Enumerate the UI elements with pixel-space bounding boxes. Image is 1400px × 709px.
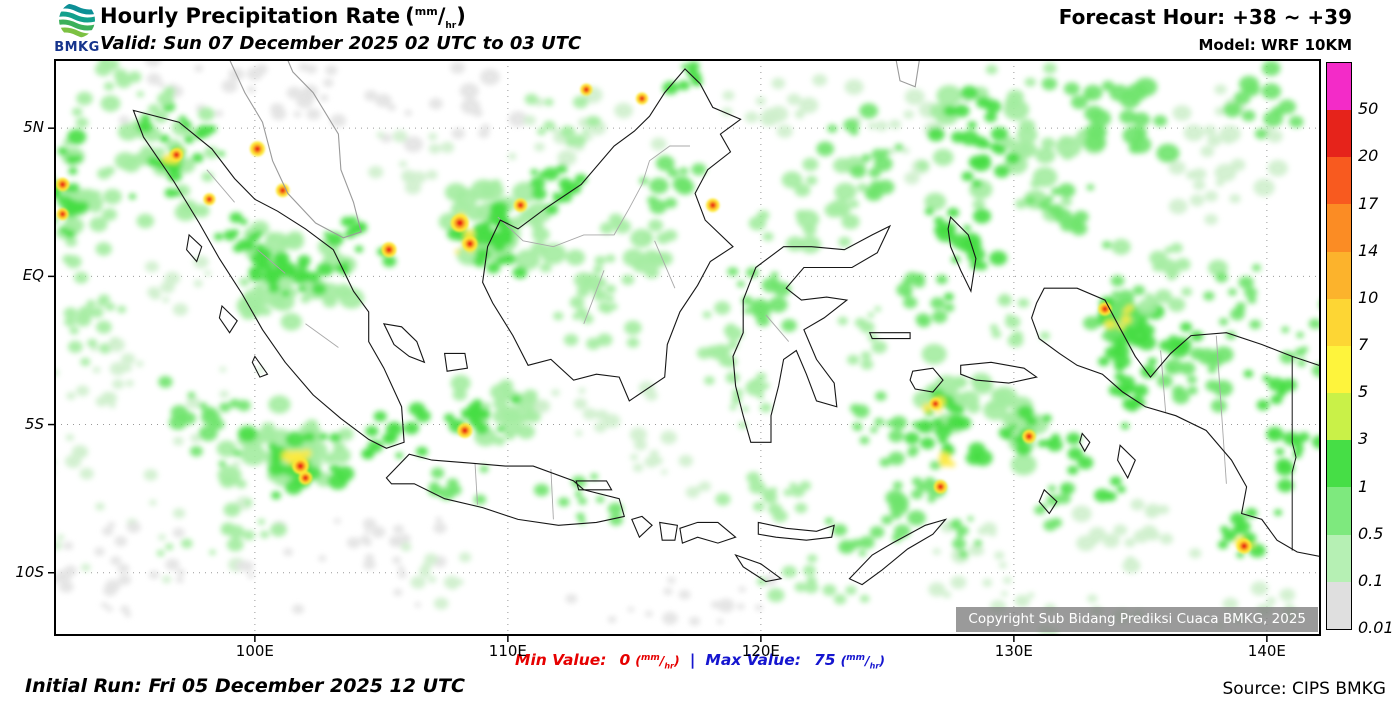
map-border [54, 59, 1321, 636]
valid-time: Valid: Sun 07 December 2025 02 UTC to 03… [100, 33, 582, 54]
colorbar-label: 0.5 [1358, 523, 1384, 543]
lon-label: 100E [235, 642, 274, 660]
colorbar-segment [1327, 204, 1351, 252]
title-unit: (mm/hr) [405, 4, 466, 32]
colorbar-segment [1327, 534, 1351, 582]
colorbar-segment [1327, 298, 1351, 346]
model-label: Model: WRF 10KM [1198, 36, 1353, 54]
map-area: Copyright Sub Bidang Prediksi Cuaca BMKG… [48, 59, 1321, 642]
colorbar-label: 10 [1358, 287, 1379, 307]
colorbar-label: 17 [1358, 193, 1379, 213]
lon-label: 140E [1247, 642, 1286, 660]
colorbar-label: 5 [1358, 382, 1369, 402]
minmax-line: Min Value: 0 (mm/hr) | Max Value: 75 (mm/hr) [0, 651, 1400, 671]
lat-label: 5S [24, 414, 44, 433]
colorbar-label: 0.1 [1358, 570, 1384, 590]
max-value: 75 [813, 651, 836, 669]
title-text: Hourly Precipitation Rate [100, 4, 401, 28]
precipitation-map [48, 59, 1321, 642]
colorbar-label: 3 [1358, 429, 1369, 449]
min-label: Min Value: [515, 651, 607, 669]
minmax-separator: | [689, 651, 696, 669]
lon-label: 130E [994, 642, 1033, 660]
colorbar-segment [1327, 440, 1351, 488]
lon-label: 110E [488, 642, 527, 660]
forecast-hour: Forecast Hour: +38 ~ +39 [1058, 5, 1352, 29]
colorbar-segment [1327, 63, 1351, 111]
initial-run: Initial Run: Fri 05 December 2025 12 UTC [25, 675, 465, 697]
min-unit: (mm/hr) [635, 652, 680, 671]
lon-label: 120E [741, 642, 780, 660]
colorbar-label: 7 [1358, 335, 1369, 354]
max-unit: (mm/hr) [840, 652, 885, 671]
lat-label: EQ [22, 266, 44, 285]
max-label: Max Value: [705, 651, 801, 669]
colorbar-label: 20 [1358, 146, 1379, 166]
colorbar-segment [1327, 251, 1351, 299]
colorbar-label: 50 [1358, 99, 1379, 119]
colorbar-segment [1327, 345, 1351, 394]
colorbar-segment [1327, 393, 1351, 441]
precip-hotspots [55, 83, 1252, 554]
colorbar-label: 1 [1358, 476, 1369, 496]
copyright-badge: Copyright Sub Bidang Prediksi Cuaca BMKG… [956, 607, 1318, 632]
bmkg-logo-icon [59, 2, 95, 38]
precipitation-layer [55, 60, 1320, 635]
axis-ticks [48, 127, 1268, 642]
coastlines [132, 60, 1320, 586]
bmkg-logo-text: BMKG [54, 40, 100, 55]
colorbar-label: 0.01 [1358, 618, 1394, 637]
lat-label: 5N [23, 118, 44, 137]
colorbar-segment [1327, 157, 1351, 205]
colorbar-label: 14 [1358, 240, 1379, 260]
bmkg-logo: BMKG [46, 1, 108, 55]
page-title: Hourly Precipitation Rate (mm/hr) [100, 4, 466, 31]
colorbar-segment [1327, 487, 1351, 535]
source-label: Source: CIPS BMKG [1222, 679, 1386, 699]
colorbar [1326, 62, 1352, 630]
admin-borders [206, 145, 1227, 520]
min-value: 0 [619, 651, 631, 669]
colorbar-segment [1327, 110, 1351, 158]
colorbar-segment [1327, 581, 1351, 629]
lat-label: 10S [15, 562, 44, 581]
